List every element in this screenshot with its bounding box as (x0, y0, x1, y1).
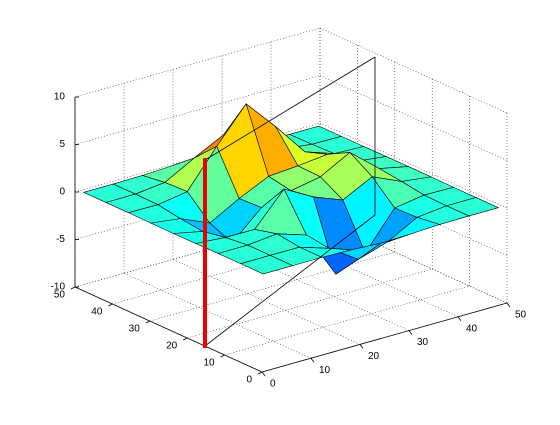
y-tick-label: 40 (91, 307, 103, 318)
y-tick (183, 337, 188, 341)
y-tick-label: 10 (203, 358, 215, 369)
x-tick-label: 20 (368, 351, 380, 362)
grid-line (74, 170, 321, 240)
annotation-line (204, 56, 376, 161)
z-tick-label: -5 (56, 234, 65, 245)
z-tick-label: -10 (51, 282, 66, 293)
grid-line (224, 285, 470, 356)
y-tick (257, 371, 263, 375)
z-tick-label: 10 (54, 92, 66, 103)
y-tick (220, 354, 225, 358)
grid-line (319, 122, 508, 209)
x-tick-label: 40 (466, 323, 478, 334)
x-tick (310, 357, 315, 363)
y-tick (108, 303, 113, 307)
x-tick-label: 10 (319, 365, 331, 376)
x-tick (408, 330, 413, 335)
grid-layer (70, 27, 511, 377)
y-tick (70, 286, 76, 290)
y-tick-label: 30 (129, 324, 141, 335)
x-tick-label: 0 (270, 379, 276, 390)
y-tick (145, 320, 150, 324)
x-tick (261, 371, 266, 377)
x-tick-label: 50 (515, 310, 527, 321)
y-axis (74, 286, 263, 373)
z-tick-label: 5 (59, 139, 65, 150)
grid-line (74, 122, 321, 193)
grid-line (187, 268, 433, 339)
surface-patch (239, 255, 294, 275)
x-tick (506, 302, 511, 308)
grid-line (74, 217, 321, 288)
grid-line (123, 272, 312, 359)
grid-line (112, 234, 358, 305)
grid-line (149, 251, 395, 322)
grid-line (74, 75, 321, 145)
annotation-lines (203, 56, 376, 348)
x-tick (359, 344, 364, 349)
surface-layer (82, 103, 500, 275)
x-tick (457, 316, 462, 322)
y-tick-label: 0 (246, 375, 252, 386)
grid-line (319, 217, 508, 304)
y-tick-label: 50 (54, 290, 66, 301)
y-tick-label: 20 (166, 341, 178, 352)
z-tick-label: 0 (59, 187, 65, 198)
annotation-line (204, 214, 376, 347)
x-axis (261, 302, 508, 373)
grid-line (319, 27, 508, 114)
x-tick-label: 30 (417, 337, 429, 348)
grid-line (74, 27, 321, 98)
grid-line (319, 75, 508, 161)
